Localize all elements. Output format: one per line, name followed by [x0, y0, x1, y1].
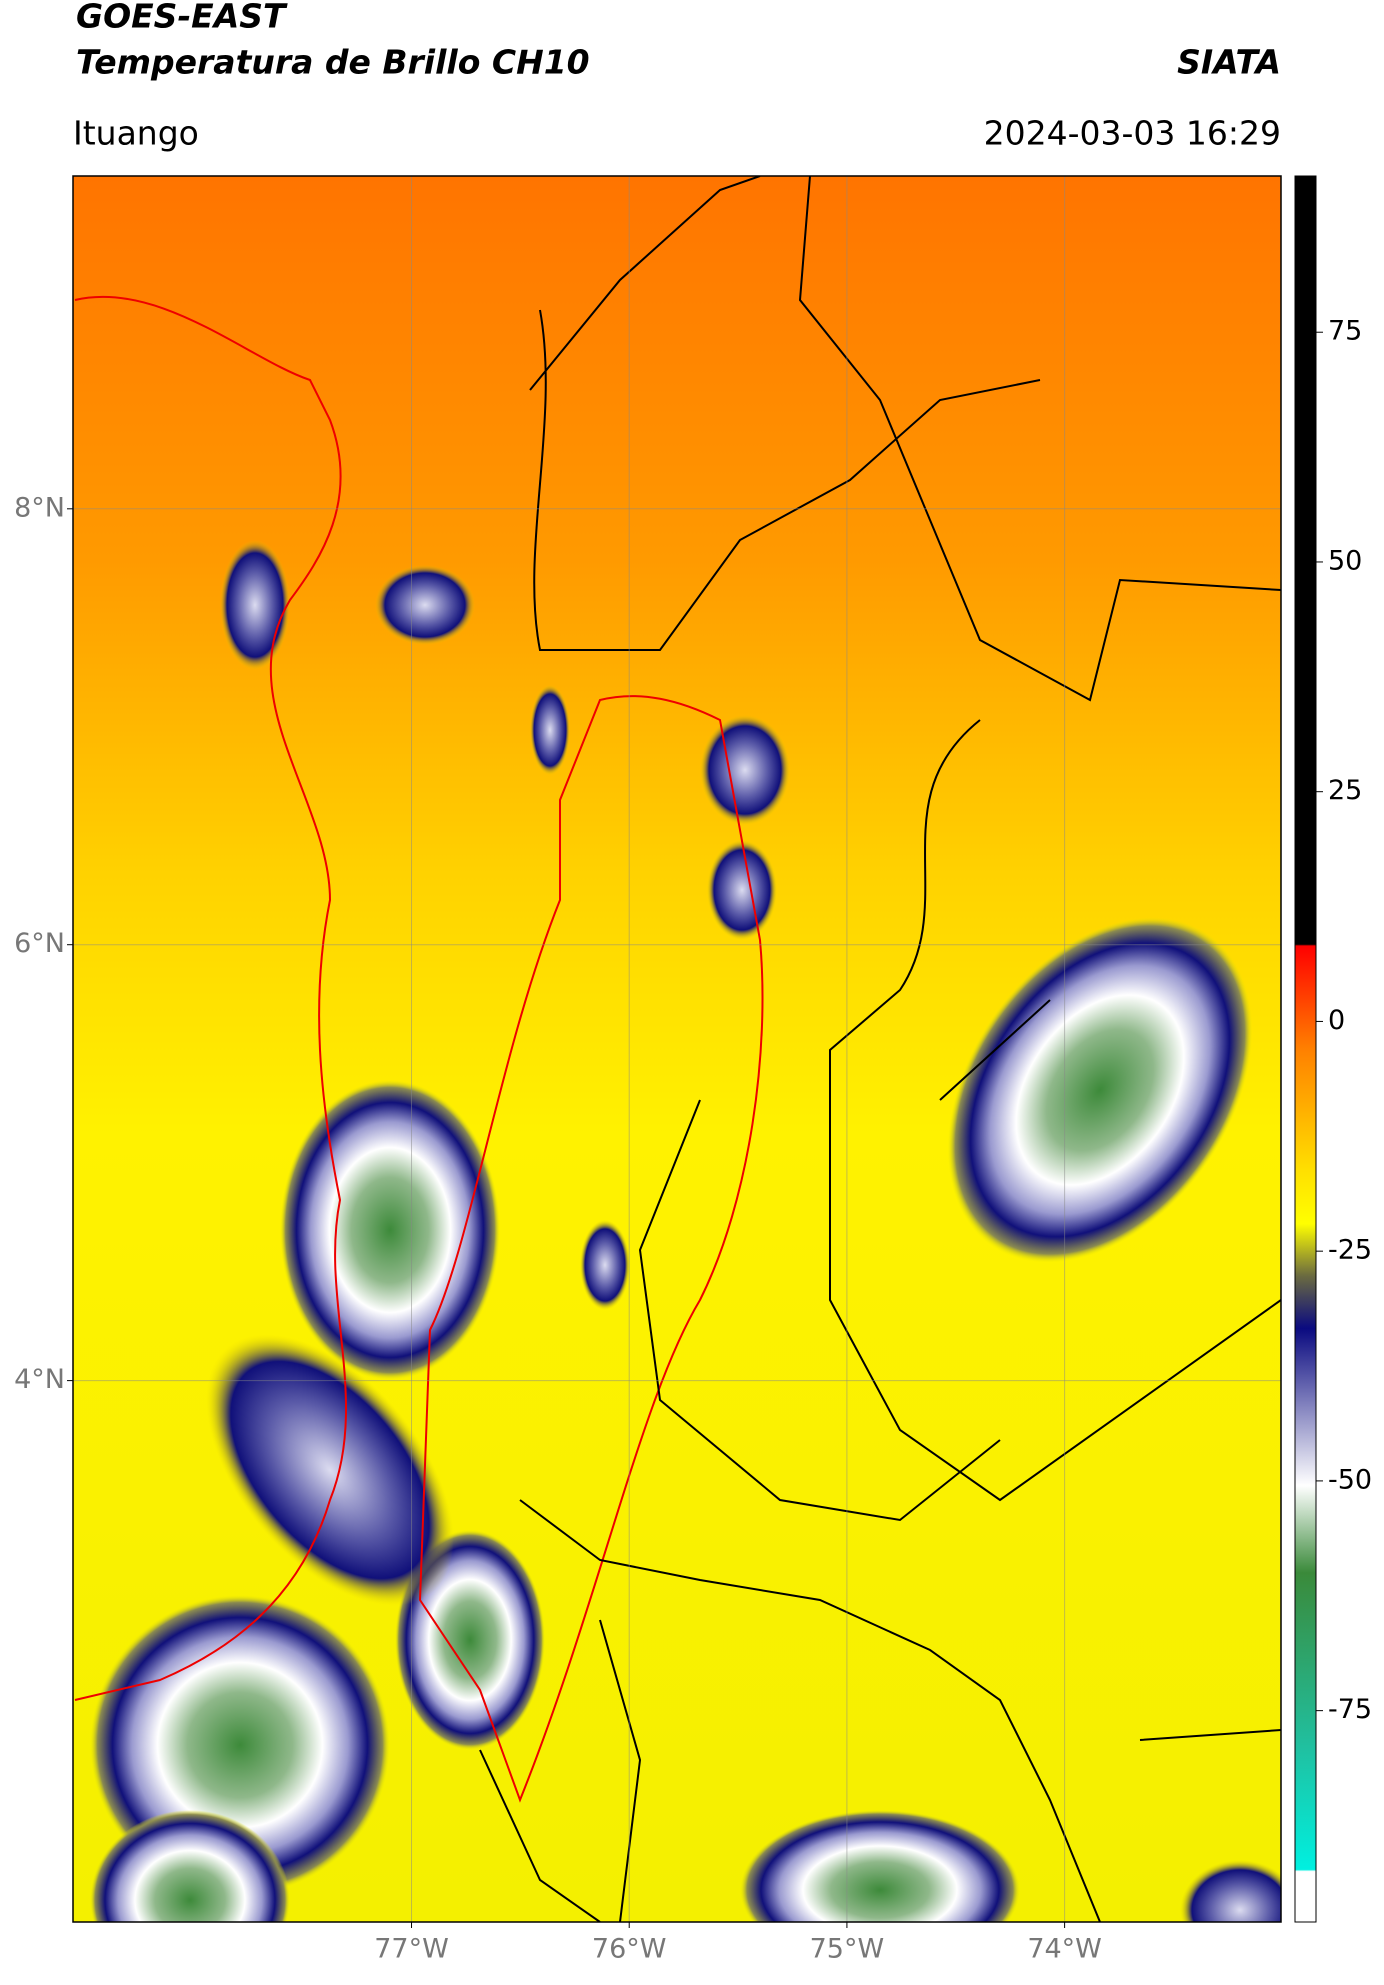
- colorbar-tick-label: 0: [1328, 1005, 1345, 1036]
- colorbar-tick-label: -25: [1328, 1235, 1372, 1266]
- x-tick-label: 75°W: [810, 1934, 885, 1965]
- colorbar-tick-label: -50: [1328, 1464, 1372, 1495]
- y-tick-label: 6°N: [14, 928, 65, 959]
- x-tick-label: 74°W: [1027, 1934, 1102, 1965]
- colorbar-tick-label: -75: [1328, 1694, 1372, 1725]
- map-frame: [72, 175, 1282, 1923]
- datetime: 2024-03-03 16:29: [984, 114, 1281, 153]
- colorbar: [1294, 175, 1317, 1923]
- y-tick-label: 4°N: [14, 1364, 65, 1395]
- colorbar-tick-label: 25: [1328, 775, 1362, 806]
- location: Ituango: [73, 114, 199, 153]
- colorbar-tick-label: 75: [1328, 316, 1362, 347]
- title: GOES-EAST: [76, 0, 288, 36]
- x-tick-label: 77°W: [374, 1934, 449, 1965]
- subtitle: Temperatura de Brillo CH10: [76, 43, 590, 82]
- map-image: [73, 176, 1281, 1922]
- agency: SIATA: [1177, 43, 1281, 82]
- grid: [73, 176, 1281, 1922]
- x-tick-label: 76°W: [592, 1934, 667, 1965]
- colorbar-tick-label: 50: [1328, 545, 1362, 576]
- y-tick-label: 8°N: [14, 492, 65, 523]
